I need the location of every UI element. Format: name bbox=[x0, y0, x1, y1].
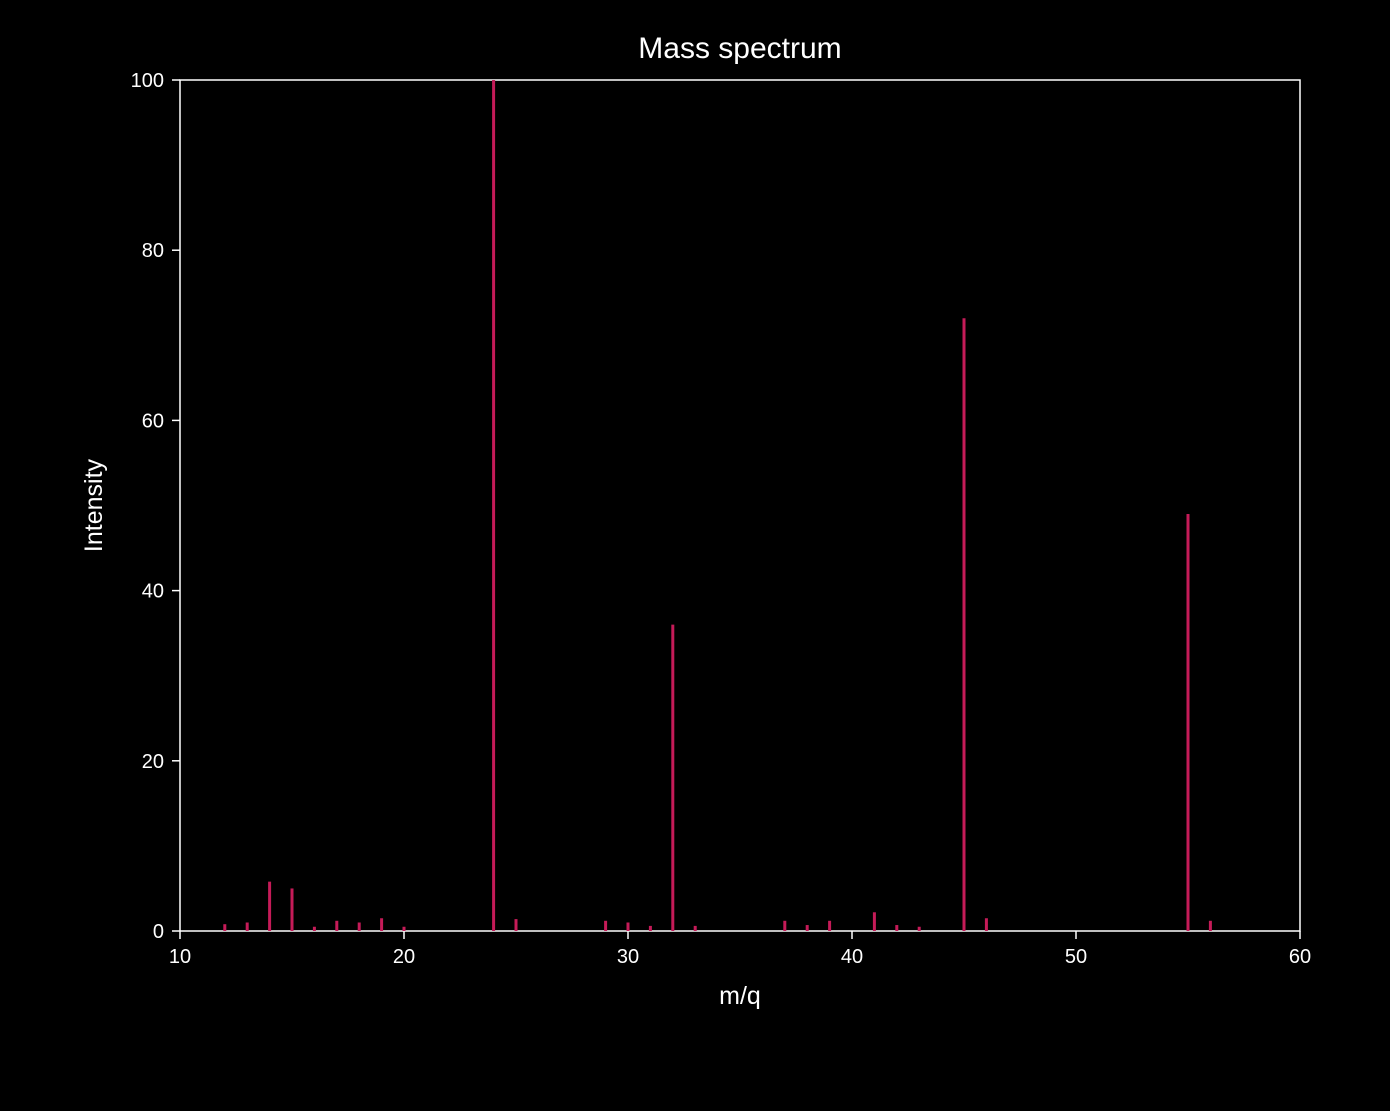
x-axis-label: m/q bbox=[719, 982, 761, 1010]
chart-title: Mass spectrum bbox=[638, 32, 841, 65]
plot-frame bbox=[180, 80, 1300, 931]
y-axis-label: Intensity bbox=[80, 458, 108, 552]
x-tick-label: 30 bbox=[617, 946, 639, 968]
y-tick-label: 20 bbox=[142, 751, 164, 773]
x-tick-label: 10 bbox=[169, 946, 191, 968]
x-tick-label: 20 bbox=[393, 946, 415, 968]
mass-spectrum-chart: 10 20 30 40 50 60 0 20 40 60 80 100 Mass spectrum m/q… bbox=[0, 0, 1390, 1111]
y-tick-label: 40 bbox=[142, 581, 164, 603]
x-tick-label: 50 bbox=[1065, 946, 1087, 968]
x-tick-label: 40 bbox=[841, 946, 863, 968]
x-tick-label: 60 bbox=[1289, 946, 1311, 968]
y-tick-label: 0 bbox=[153, 921, 164, 943]
y-tick-label: 100 bbox=[131, 70, 164, 92]
y-tick-label: 80 bbox=[142, 240, 164, 262]
y-tick-label: 60 bbox=[142, 410, 164, 432]
